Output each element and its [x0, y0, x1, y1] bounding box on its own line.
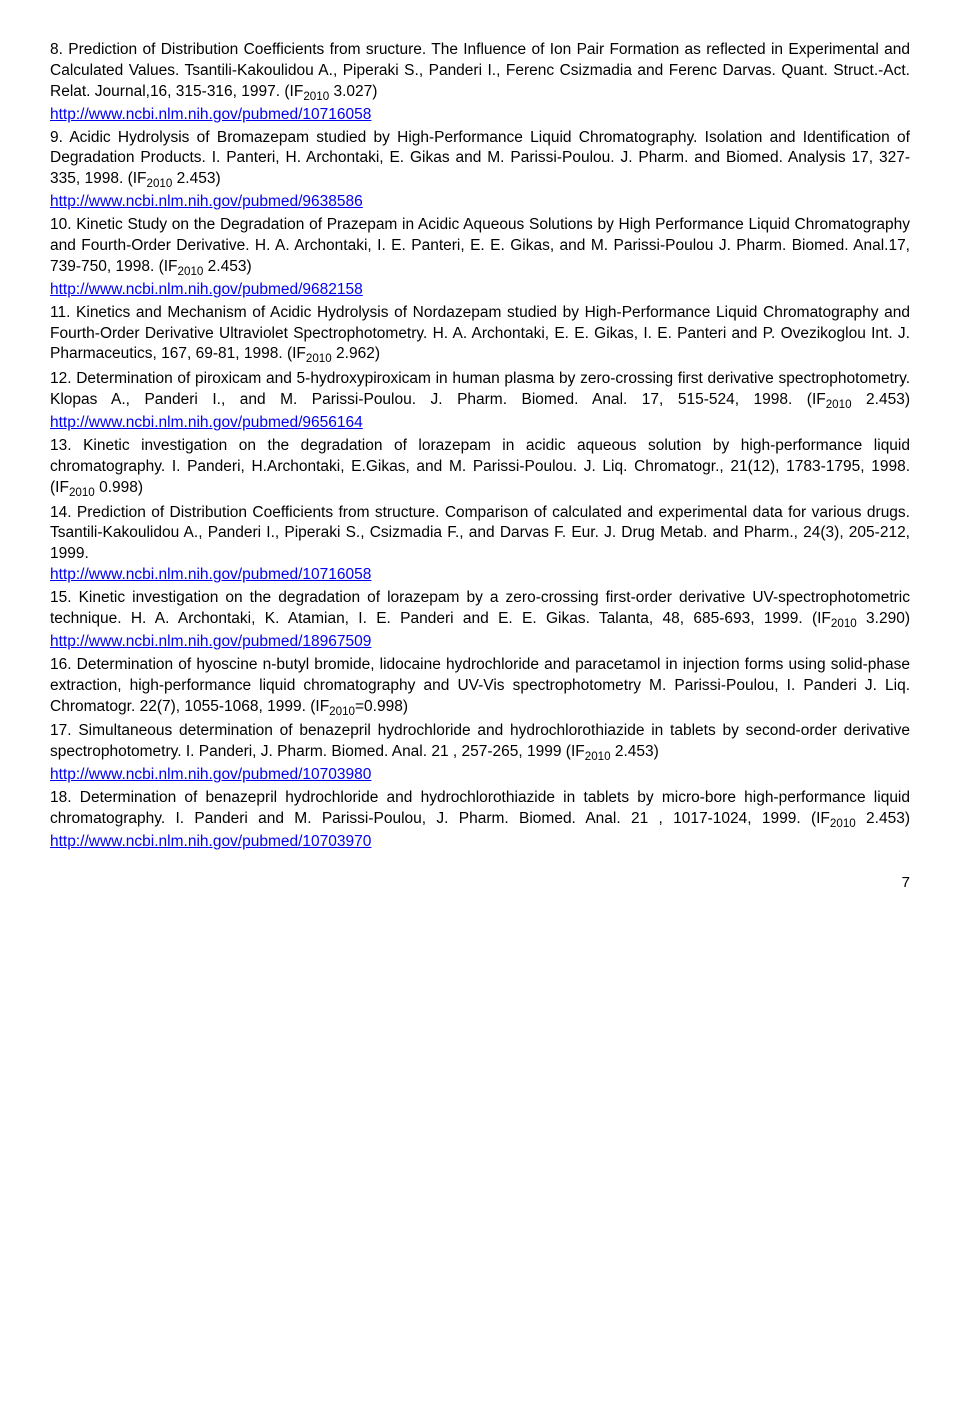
if-value: 2.453) — [203, 258, 251, 275]
entry-text: Prediction of Distribution Coefficients … — [50, 504, 910, 563]
reference-entry: 9. Acidic Hydrolysis of Bromazepam studi… — [50, 128, 910, 214]
reference-list: 8. Prediction of Distribution Coefficien… — [50, 40, 910, 853]
entry-number: 14. — [50, 504, 77, 521]
pubmed-link[interactable]: http://www.ncbi.nlm.nih.gov/pubmed/10703… — [50, 766, 371, 783]
page-number: 7 — [50, 873, 910, 893]
entry-text: Simultaneous determination of benazepril… — [50, 722, 910, 760]
if-value: 2.962) — [332, 345, 380, 362]
if-subscript: 2010 — [826, 398, 852, 411]
entry-text: Prediction of Distribution Coefficients … — [50, 41, 910, 100]
reference-entry: 16. Determination of hyoscine n-butyl br… — [50, 655, 910, 720]
if-value: 2.453) — [611, 743, 659, 760]
reference-entry: 10. Kinetic Study on the Degradation of … — [50, 215, 910, 301]
if-value: 0.998) — [95, 479, 143, 496]
pubmed-link[interactable]: http://www.ncbi.nlm.nih.gov/pubmed/96561… — [50, 414, 363, 431]
entry-number: 18. — [50, 789, 80, 806]
if-subscript: 2010 — [69, 486, 95, 499]
if-subscript: 2010 — [329, 705, 355, 718]
entry-text: Determination of benazepril hydrochlorid… — [50, 789, 910, 827]
pubmed-link[interactable]: http://www.ncbi.nlm.nih.gov/pubmed/96385… — [50, 193, 363, 210]
if-value: =0.998) — [355, 698, 408, 715]
entry-number: 8. — [50, 41, 68, 58]
reference-entry: 12. Determination of piroxicam and 5-hyd… — [50, 369, 910, 434]
entry-text: Kinetic investigation on the degradation… — [50, 437, 910, 496]
if-value: 2.453) — [856, 810, 910, 827]
pubmed-link[interactable]: http://www.ncbi.nlm.nih.gov/pubmed/10703… — [50, 833, 371, 850]
reference-entry: 11. Kinetics and Mechanism of Acidic Hyd… — [50, 303, 910, 368]
entry-number: 16. — [50, 656, 77, 673]
if-subscript: 2010 — [147, 177, 173, 190]
if-subscript: 2010 — [178, 265, 204, 278]
if-subscript: 2010 — [303, 90, 329, 103]
reference-entry: 13. Kinetic investigation on the degrada… — [50, 436, 910, 501]
if-subscript: 2010 — [585, 750, 611, 763]
reference-entry: 14. Prediction of Distribution Coefficie… — [50, 503, 910, 587]
if-value: 2.453) — [172, 170, 220, 187]
pubmed-link[interactable]: http://www.ncbi.nlm.nih.gov/pubmed/18967… — [50, 633, 371, 650]
reference-entry: 8. Prediction of Distribution Coefficien… — [50, 40, 910, 126]
entry-number: 11. — [50, 304, 76, 321]
if-subscript: 2010 — [306, 353, 332, 366]
pubmed-link[interactable]: http://www.ncbi.nlm.nih.gov/pubmed/10716… — [50, 106, 371, 123]
if-subscript: 2010 — [831, 617, 857, 630]
reference-entry: 18. Determination of benazepril hydrochl… — [50, 788, 910, 853]
pubmed-link[interactable]: http://www.ncbi.nlm.nih.gov/pubmed/10716… — [50, 566, 371, 583]
entry-text: Kinetic investigation on the degradation… — [50, 589, 910, 627]
entry-text: Determination of hyoscine n-butyl bromid… — [50, 656, 910, 715]
entry-number: 12. — [50, 370, 76, 387]
if-subscript: 2010 — [830, 817, 856, 830]
reference-entry: 15. Kinetic investigation on the degrada… — [50, 588, 910, 653]
if-value: 3.290) — [857, 610, 910, 627]
entry-number: 17. — [50, 722, 78, 739]
if-value: 3.027) — [329, 83, 377, 100]
entry-text: Determination of piroxicam and 5-hydroxy… — [50, 370, 910, 408]
entry-number: 10. — [50, 216, 76, 233]
if-value: 2.453) — [852, 391, 910, 408]
pubmed-link[interactable]: http://www.ncbi.nlm.nih.gov/pubmed/96821… — [50, 281, 363, 298]
entry-text: Kinetics and Mechanism of Acidic Hydroly… — [50, 304, 910, 363]
reference-entry: 17. Simultaneous determination of benaze… — [50, 721, 910, 786]
entry-number: 9. — [50, 129, 69, 146]
entry-number: 15. — [50, 589, 79, 606]
entry-number: 13. — [50, 437, 83, 454]
